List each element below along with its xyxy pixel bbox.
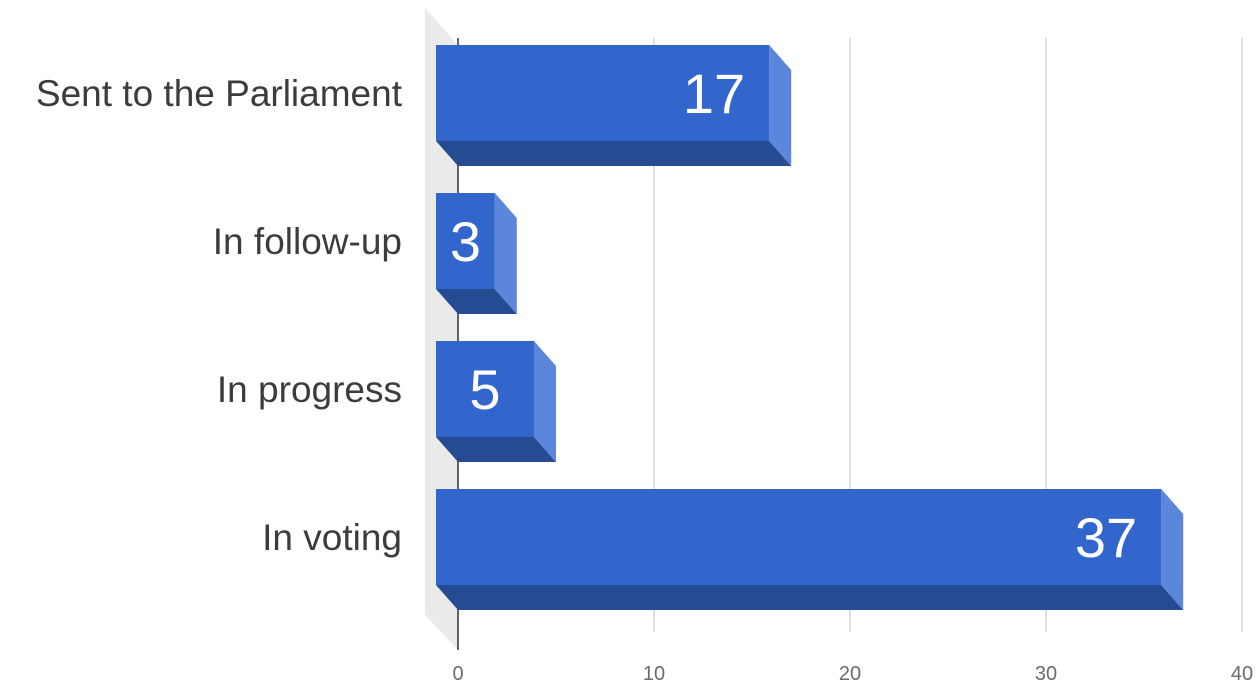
category-label: In progress xyxy=(217,369,402,410)
bar-value-label: 17 xyxy=(683,62,745,125)
x-tick-label: 40 xyxy=(1231,663,1253,685)
x-tick-label: 20 xyxy=(839,663,861,685)
bar: 37 xyxy=(436,489,1184,610)
bar-bottom-face xyxy=(436,289,517,314)
bar-bottom-face xyxy=(436,585,1184,610)
category-label: Sent to the Parliament xyxy=(36,73,403,114)
bar-side-face xyxy=(534,341,556,462)
bar-side-face xyxy=(769,45,792,166)
x-tick-label: 0 xyxy=(452,663,463,685)
bar: 5 xyxy=(436,341,556,462)
bar-front-face xyxy=(436,45,770,141)
bar: 3 xyxy=(436,193,517,314)
category-labels: Sent to the Parliament In follow-up In pro… xyxy=(36,73,403,558)
bar-front-face xyxy=(436,489,1162,585)
bar: 17 xyxy=(436,45,792,166)
category-label: In voting xyxy=(262,517,402,558)
bar-side-face xyxy=(494,193,517,314)
bars: 17 3 5 37 xyxy=(436,45,1184,610)
x-axis-tick-labels: 0 10 20 30 40 xyxy=(452,663,1253,685)
x-tick-label: 30 xyxy=(1035,663,1057,685)
bar-front-face xyxy=(436,193,495,289)
bar-bottom-face xyxy=(436,141,792,166)
bar-value-label: 37 xyxy=(1075,506,1137,569)
bar-front-face xyxy=(436,341,534,437)
bar-value-label: 3 xyxy=(450,210,481,273)
bar-value-label: 5 xyxy=(469,358,500,421)
bar-bottom-face xyxy=(436,437,556,462)
category-label: In follow-up xyxy=(213,221,402,262)
x-tick-label: 10 xyxy=(643,663,665,685)
bar-side-face xyxy=(1161,489,1184,610)
